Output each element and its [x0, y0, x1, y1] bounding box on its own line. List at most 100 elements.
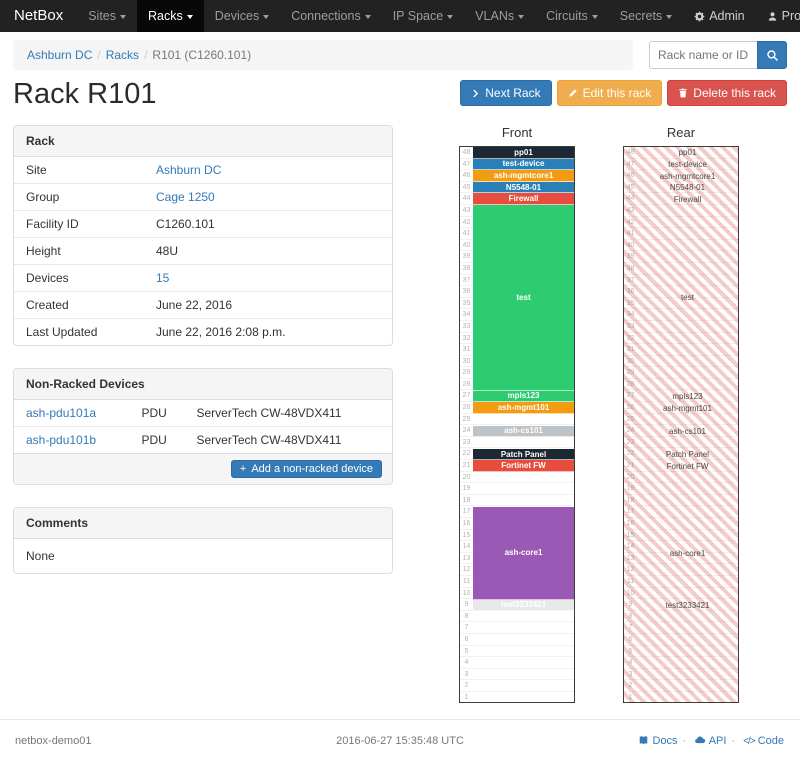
site-link[interactable]: Ashburn DC [156, 163, 222, 177]
attr-label: Created [14, 291, 144, 319]
unit-number: 19 [462, 485, 471, 493]
attr-row-facility-id: Facility ID C1260.101 [14, 210, 392, 238]
rack-device-rear[interactable]: Fortinet FW [666, 461, 709, 471]
rack-unit-row: 10 [624, 588, 738, 600]
rack-device-rear[interactable]: test3233421 [665, 600, 710, 610]
hostname: netbox-demo01 [15, 734, 92, 747]
search-input[interactable] [649, 41, 757, 69]
page-title: Rack R101 [13, 78, 157, 110]
unit-number: 18 [462, 496, 471, 504]
rack-device-front[interactable]: test-device [473, 158, 574, 171]
unit-number: 7 [628, 624, 633, 632]
nav-item-sites[interactable]: Sites [77, 0, 137, 32]
profile-label: Profile [781, 9, 800, 23]
attr-label: Last Updated [14, 318, 144, 345]
unit-number: 34 [462, 311, 471, 319]
rack-device-rear[interactable]: ash-mgmtcore1 [659, 171, 716, 181]
nav-item-circuits[interactable]: Circuits [535, 0, 609, 32]
rack-unit-row: 34 [624, 309, 738, 321]
rack-device-front[interactable]: mpls123 [473, 390, 574, 403]
unit-number: 2 [628, 682, 633, 690]
rack-unit-row: 39 [624, 251, 738, 263]
rack-device-front[interactable]: ash-core1 [473, 506, 574, 600]
rack-unit-row: 30 [624, 356, 738, 368]
rack-device-front[interactable]: pp01 [473, 147, 574, 159]
nav-label: IP Space [392, 9, 444, 23]
nav-label: Circuits [546, 9, 588, 23]
rack-device-front[interactable]: Fortinet FW [473, 460, 574, 472]
device-count-link[interactable]: 15 [156, 271, 170, 285]
rack-device-rear[interactable]: ash-core1 [669, 548, 706, 558]
unit-number: 26 [626, 404, 635, 412]
add-non-racked-device-button[interactable]: + Add a non-racked device [230, 460, 382, 478]
profile-link[interactable]: Profile [756, 0, 800, 32]
code-link[interactable]: </> Code [740, 735, 784, 747]
edit-rack-button[interactable]: Edit this rack [556, 80, 663, 106]
unit-number: 42 [462, 218, 471, 226]
rack-device-rear[interactable]: ash-cs101 [669, 426, 706, 436]
unit-number: 5 [628, 647, 633, 655]
nav-label: Sites [88, 9, 116, 23]
nav-item-secrets[interactable]: Secrets [609, 0, 683, 32]
api-link[interactable]: API [691, 735, 726, 747]
rack-device-front[interactable]: test [473, 205, 574, 391]
search-button[interactable] [757, 41, 787, 69]
rack-device-rear[interactable]: Patch Panel [665, 450, 710, 459]
rack-device-rear[interactable]: test [681, 293, 694, 303]
rack-device-front[interactable]: ash-mgmt101 [473, 402, 574, 414]
non-racked-devices-panel: Non-Racked Devices ash-pdu101a PDU Serve… [13, 368, 393, 485]
breadcrumb-separator: / [97, 48, 101, 62]
rack-unit-row: 7 [624, 622, 738, 634]
gear-icon [694, 11, 705, 21]
device-link[interactable]: ash-pdu101a [26, 406, 97, 420]
nav-item-vlans[interactable]: VLANs [464, 0, 535, 32]
nav-item-connections[interactable]: Connections [280, 0, 382, 32]
rack-unit-row: 8 [624, 611, 738, 623]
rack-device-front[interactable]: N5548-01 [473, 181, 574, 194]
rack-unit-row: 16 [624, 518, 738, 530]
rack-device-rear[interactable]: N5548-01 [669, 183, 706, 193]
breadcrumb-racks-link[interactable]: Racks [105, 48, 140, 62]
unit-number: 38 [626, 264, 635, 272]
nav-label: Devices [214, 9, 260, 23]
facility-id-value: C1260.101 [144, 210, 392, 238]
unit-number: 2 [464, 682, 469, 690]
nav-label: VLANs [475, 9, 515, 23]
device-link[interactable]: ash-pdu101b [26, 433, 97, 447]
group-link[interactable]: Cage 1250 [156, 190, 215, 204]
unit-number: 31 [462, 346, 471, 354]
rack-device-rear[interactable]: mpls123 [672, 391, 703, 401]
rack-unit-row: 44 [624, 193, 738, 205]
next-rack-button[interactable]: Next Rack [460, 80, 552, 106]
nav-item-ip-space[interactable]: IP Space [382, 0, 465, 32]
footer-separator: · [682, 735, 687, 747]
rack-device-front[interactable]: test3233421 [473, 599, 574, 612]
unit-number: 23 [462, 438, 471, 446]
rack-device-front[interactable]: ash-mgmtcore1 [473, 170, 574, 182]
rack-unit-row: 5 [624, 646, 738, 658]
admin-link[interactable]: Admin [683, 0, 755, 32]
unit-number: 16 [462, 520, 471, 527]
caret-down-icon [666, 14, 673, 19]
breadcrumb-site-link[interactable]: Ashburn DC [27, 48, 93, 62]
rack-device-front[interactable]: Patch Panel [473, 448, 574, 461]
rack-device-rear[interactable]: test-device [668, 159, 707, 169]
docs-link[interactable]: Docs [638, 735, 678, 747]
unit-number: 4 [628, 659, 633, 667]
app-brand[interactable]: NetBox [14, 7, 64, 24]
delete-rack-button[interactable]: Delete this rack [667, 80, 787, 106]
rack-device-front[interactable]: ash-cs101 [473, 425, 574, 438]
rack-device-rear[interactable]: Firewall [673, 194, 702, 204]
rack-device-rear[interactable]: ash-mgmt101 [663, 403, 712, 413]
nav-item-racks[interactable]: Racks [137, 0, 204, 32]
unit-number: 30 [626, 357, 635, 365]
admin-label: Admin [709, 9, 745, 23]
nav-item-devices[interactable]: Devices [204, 0, 280, 32]
rack-device-rear[interactable]: pp01 [678, 148, 697, 158]
unit-number: 43 [462, 206, 471, 214]
unit-number: 11 [626, 577, 635, 585]
unit-number: 41 [626, 230, 635, 238]
rack-unit-row: 11 [624, 576, 738, 588]
pencil-icon [569, 89, 577, 97]
rack-device-front[interactable]: Firewall [473, 193, 574, 205]
